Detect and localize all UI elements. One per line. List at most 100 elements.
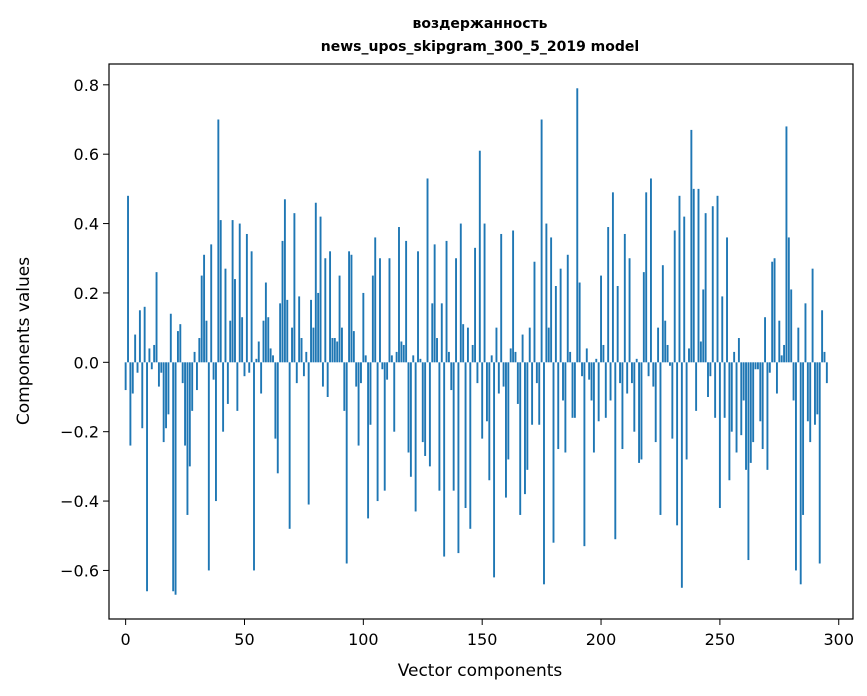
bar [352,331,355,363]
bar [583,362,586,547]
bar [702,289,705,363]
bar [825,362,828,384]
bar [362,292,365,363]
bar [823,351,826,363]
bar [685,362,688,460]
bar [424,362,427,456]
bar [652,362,655,387]
bar [756,362,759,370]
bar [257,341,260,363]
bar [635,358,638,363]
bar [723,362,726,418]
bar [450,362,453,391]
bar [317,292,320,363]
bar [714,362,717,418]
bar [291,327,293,363]
bar [749,362,752,463]
bar [766,362,769,470]
bar [711,206,714,363]
bar [386,362,389,380]
bar [409,362,412,477]
bar [640,362,643,460]
y-axis-label: Components values [14,257,34,425]
bar [288,362,291,529]
bar [186,362,189,515]
bar [431,303,434,363]
bar [348,251,351,363]
y-tick-label: −0.4 [60,492,99,511]
bar [771,261,774,363]
bar [267,317,270,363]
bar [153,344,156,363]
bar [383,362,386,491]
bar [571,362,574,418]
y-tick-label: 0.8 [74,76,99,95]
bar [215,362,217,502]
bar [737,338,740,363]
bar [588,362,591,380]
bar [707,362,709,397]
bar [143,306,146,363]
bar [821,310,824,363]
bar [376,362,379,502]
bar [680,362,683,588]
bar [219,220,222,363]
bar [196,362,198,391]
bar [726,237,728,363]
bar [433,244,436,363]
bar [645,192,648,363]
x-tick-label: 0 [121,630,131,649]
bar [229,320,232,363]
x-axis: 0 50 100 150 200 250 300 [121,619,854,649]
bar [398,227,400,363]
bar [699,341,702,363]
bar [314,202,317,363]
bar [754,362,757,370]
bar [234,279,236,363]
bar [357,362,360,446]
bar [602,344,605,363]
bar [671,362,674,439]
bar [600,275,602,363]
bar [283,199,286,363]
bar [336,341,339,363]
bar [790,289,793,363]
bar [669,362,671,366]
bar [657,327,660,363]
bar [340,327,343,363]
bar [535,362,538,384]
bar [295,362,298,384]
bar [148,348,151,363]
bar [212,362,215,380]
bar [184,362,187,446]
bar [405,240,408,363]
bar [721,296,724,363]
bar [564,362,567,453]
bar [512,230,515,363]
bar [169,313,172,363]
bar [226,362,229,404]
bar [333,338,336,363]
bar [692,188,695,363]
bar [485,362,488,422]
bar [543,362,545,585]
bar [630,362,633,384]
bar [241,317,244,363]
bar [217,119,220,363]
bar [381,362,384,370]
bar [547,327,550,363]
bar [167,362,170,415]
bar [526,362,529,470]
bar [459,223,462,363]
bar [421,362,424,443]
bar [131,362,134,394]
bar [193,351,196,363]
bar [761,362,764,450]
bar [371,275,374,363]
bar [559,268,562,363]
bar [367,362,370,519]
bar [181,362,184,384]
bar [806,362,809,422]
bar [238,223,241,363]
